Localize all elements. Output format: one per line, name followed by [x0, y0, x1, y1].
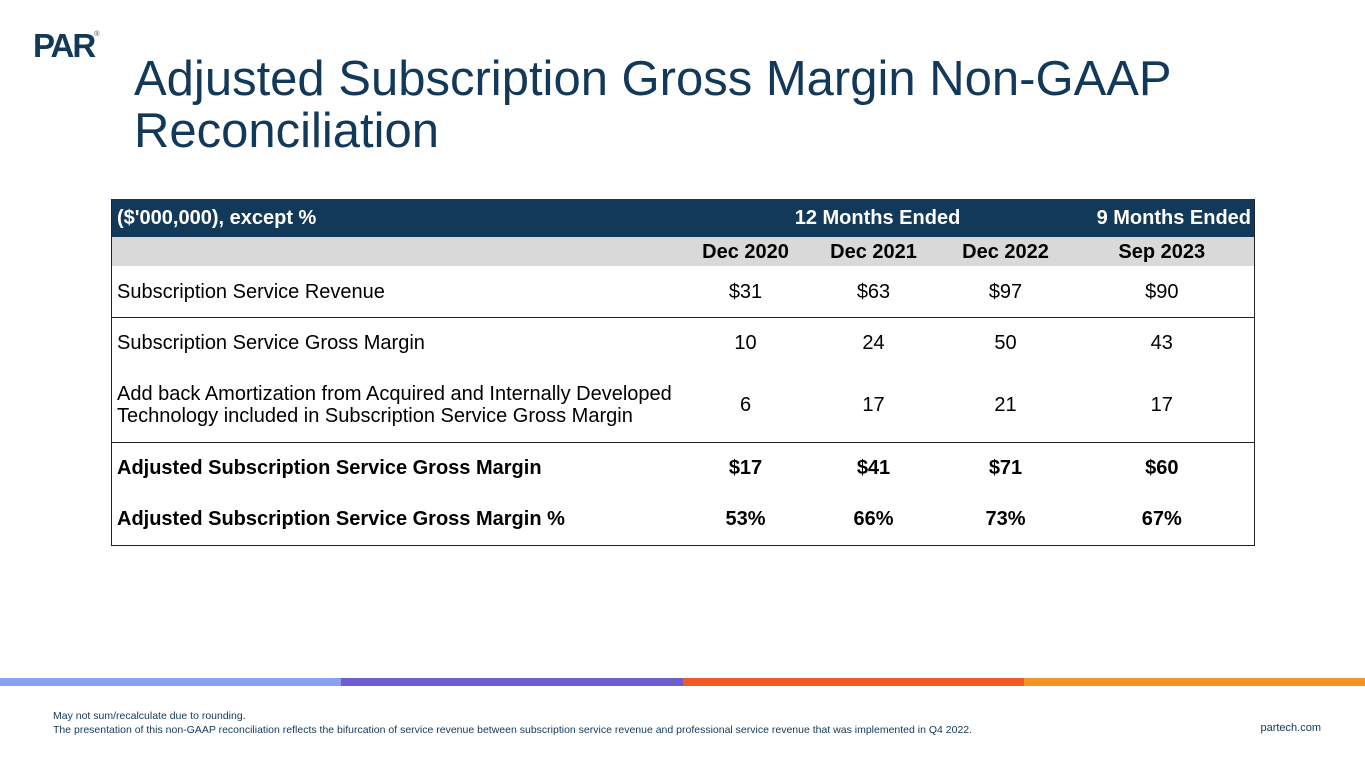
- cell-value: 24: [862, 332, 885, 354]
- cell-value: $60: [1145, 457, 1179, 479]
- color-stripe: [0, 678, 1365, 686]
- period-header: Dec 2022: [941, 237, 1070, 266]
- cell-value: $71: [988, 457, 1023, 479]
- row-label: Adjusted Subscription Service Gross Marg…: [117, 508, 565, 530]
- table-row: Subscription Service Revenue $31 $63 $97…: [111, 266, 1255, 318]
- table-row: Adjusted Subscription Service Gross Marg…: [112, 443, 1255, 494]
- row-label: Subscription Service Gross Margin: [117, 332, 425, 354]
- cell-value: 43: [1150, 332, 1173, 354]
- stripe-segment: [1023, 678, 1365, 686]
- group-header-9-months: 9 Months Ended: [1069, 199, 1255, 237]
- period-header: Dec 2021: [805, 237, 942, 266]
- cell-value: 53%: [725, 508, 766, 530]
- cell-value: $97: [941, 266, 1070, 318]
- cell-value: 67%: [1141, 508, 1182, 530]
- table-row: Add back Amortization from Acquired and …: [111, 368, 1255, 443]
- cell-value: 21: [941, 368, 1070, 443]
- cell-value: 6: [685, 368, 806, 443]
- period-header: Sep 2023: [1069, 237, 1255, 266]
- unit-label: ($'000,000), except %: [111, 199, 686, 237]
- cell-value: 17: [1069, 368, 1255, 443]
- footnote: May not sum/recalculate due to rounding.…: [53, 709, 972, 737]
- cell-value: 50: [994, 332, 1017, 354]
- stripe-segment: [0, 678, 342, 686]
- cell-value: $90: [1069, 266, 1255, 318]
- cell-value: 66%: [853, 508, 894, 530]
- cell-value: 17: [805, 368, 942, 443]
- website-link[interactable]: partech.com: [1260, 722, 1321, 734]
- period-header-blank: [111, 237, 686, 266]
- cell-value: 73%: [985, 508, 1026, 530]
- par-logo: PAR®: [33, 27, 100, 64]
- row-label: Subscription Service Revenue: [111, 266, 686, 318]
- table-header-row: ($'000,000), except % 12 Months Ended 9 …: [111, 199, 1255, 237]
- cell-value: 10: [734, 332, 757, 354]
- period-header: Dec 2020: [685, 237, 806, 266]
- footnote-line: The presentation of this non-GAAP reconc…: [53, 724, 973, 736]
- cell-value: $41: [856, 457, 891, 479]
- group-header-12-months: 12 Months Ended: [685, 199, 1070, 237]
- stripe-segment: [682, 678, 1024, 686]
- cell-value: $63: [805, 266, 942, 318]
- cell-value: $17: [728, 457, 763, 479]
- cell-value: $31: [685, 266, 806, 318]
- period-header-row: Dec 2020 Dec 2021 Dec 2022 Sep 2023: [111, 237, 1255, 266]
- table-row: Adjusted Subscription Service Gross Marg…: [112, 493, 1255, 546]
- table-row: Subscription Service Gross Margin 10 24 …: [112, 318, 1255, 369]
- page-title: Adjusted Subscription Gross Margin Non-G…: [134, 52, 1171, 158]
- reconciliation-table: ($'000,000), except % 12 Months Ended 9 …: [111, 199, 1256, 546]
- footnote-line: May not sum/recalculate due to rounding.: [53, 710, 246, 722]
- row-label: Adjusted Subscription Service Gross Marg…: [117, 457, 542, 479]
- row-label: Add back Amortization from Acquired and …: [111, 368, 686, 443]
- stripe-segment: [341, 678, 683, 686]
